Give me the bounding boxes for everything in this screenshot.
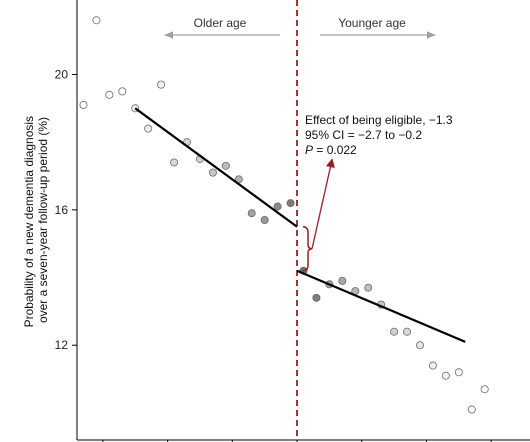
data-point [403,327,412,336]
data-point [480,385,489,394]
data-point [454,368,463,377]
data-point [118,87,127,96]
data-point [364,283,373,292]
y-tick-label: 16 [55,203,69,217]
data-point [105,90,114,99]
data-point [273,202,282,211]
data-point [312,293,321,302]
y-axis-ticks: 12 16 20 [55,67,77,352]
annotation-effect: Effect of being eligible, −1.3 [305,113,453,127]
fit-lines [134,107,466,343]
younger-age-label: Younger age [338,16,406,30]
data-point [415,341,424,350]
fit-line-right [296,269,466,343]
y-axis-label: Probability of a new dementia diagnosis … [22,113,50,328]
data-point [467,405,476,414]
p-symbol: P [305,143,313,157]
data-point [208,168,217,177]
p-value-rest: = 0.022 [313,143,357,157]
data-point [428,361,437,370]
y-axis-label-line-1: Probability of a new dementia diagnosis [22,116,36,327]
y-tick-label: 20 [55,67,69,81]
data-point [441,371,450,380]
discontinuity-brace [302,226,313,272]
data-point [247,209,256,218]
y-tick-label: 12 [55,338,69,352]
data-point [338,276,347,285]
data-point [286,199,295,208]
data-points [79,16,489,414]
fit-line-left [134,107,298,228]
data-point [170,158,179,167]
annotation-ci: 95% CI = −2.7 to −0.2 [305,128,422,142]
data-point [144,124,153,133]
data-point [221,161,230,170]
data-point [157,80,166,89]
data-point [79,100,88,109]
y-axis-label-line-2: over a seven-year follow-up period (%) [36,117,50,323]
x-axis-ticks [102,440,492,442]
older-age-label: Older age [194,16,247,30]
data-point [92,16,101,25]
annotation-arrow [311,158,335,249]
annotation-p-value: P = 0.022 [305,143,357,157]
data-point [390,327,399,336]
data-point [260,215,269,224]
